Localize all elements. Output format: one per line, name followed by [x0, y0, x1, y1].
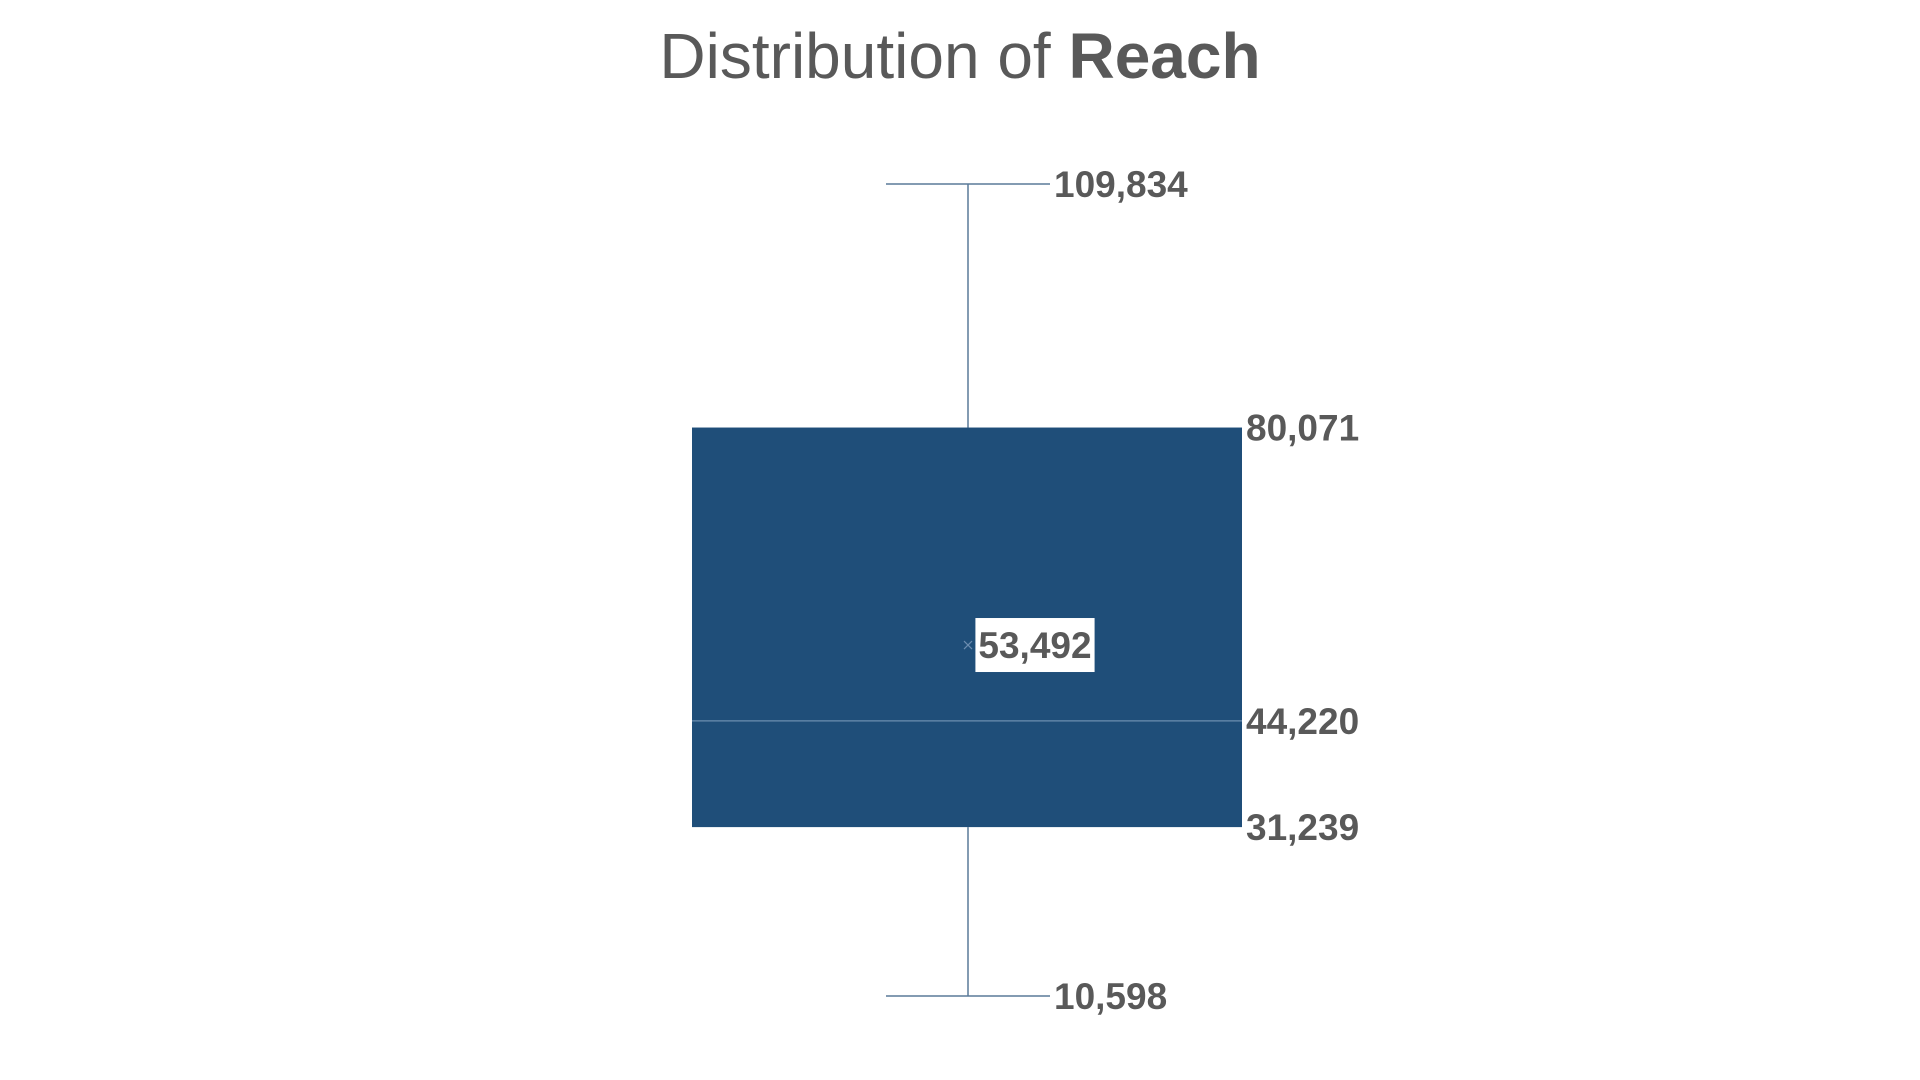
plot-area: 109,834 80,071 44,220 31,239 10,598 53,492: [692, 164, 1359, 1017]
min-label: 10,598: [1054, 976, 1167, 1017]
chart-title: Distribution of Reach: [659, 20, 1260, 92]
chart-title-prefix: Distribution of: [659, 20, 1068, 92]
chart-title-bold: Reach: [1068, 20, 1260, 92]
q3-label: 80,071: [1246, 408, 1359, 449]
iqr-box: [692, 427, 1242, 828]
mean-label: 53,492: [978, 625, 1091, 666]
median-label: 44,220: [1246, 701, 1359, 742]
max-label: 109,834: [1054, 164, 1188, 205]
q1-label: 31,239: [1246, 807, 1359, 848]
mean-label-bg: [975, 618, 1095, 673]
mean-marker: [963, 640, 973, 650]
